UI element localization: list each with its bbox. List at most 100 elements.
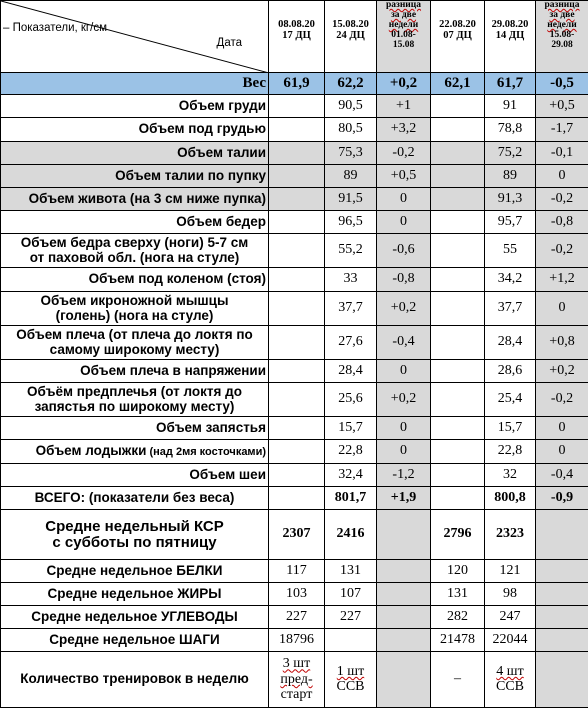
- trainings-c2: 1 шт ССВ: [324, 651, 377, 708]
- carbs-row-c1: 227: [268, 605, 325, 629]
- fats-row: Средне недельное ЖИРЫ 103 107 131 98: [0, 582, 588, 606]
- trainings-c1-l2: пред-: [280, 671, 313, 687]
- label-note: (над 2мя косточками): [146, 446, 266, 459]
- protein-row-c6: [535, 559, 588, 583]
- header-col6-diff: разница за две недели 15.08- 29.08: [535, 0, 588, 73]
- cell-c5: 37,7: [484, 291, 536, 326]
- ksr-c5: 2323: [484, 509, 536, 560]
- label-text: Объем груди: [178, 97, 266, 113]
- trainings-c5-l1: 4 шт: [496, 663, 524, 679]
- cell-c5: 91: [484, 94, 536, 118]
- label-text: Объем талии по пупку: [115, 167, 266, 183]
- protein-row: Средне недельное БЕЛКИ 117 131 120 121: [0, 559, 588, 583]
- cell-c2: 80,5: [324, 117, 377, 142]
- measurement-row: Объем запястья 15,7 0 15,7 0: [0, 416, 588, 440]
- header-row: – Показатели, кг/см Дата 08.08.20 17 ДЦ 1…: [0, 0, 588, 73]
- cell-c1: [268, 291, 325, 326]
- trainings-c4: –: [430, 651, 485, 708]
- date-label: Дата: [216, 37, 242, 49]
- cell-c3: 0: [376, 416, 431, 440]
- diagonal-line: [1, 1, 266, 72]
- cell-c6: +0,8: [535, 325, 588, 360]
- cell-c3: 0: [376, 210, 431, 234]
- cell-c6: 0: [535, 416, 588, 440]
- trainings-c2-l1: 1 шт: [336, 663, 365, 679]
- cell-c3: 0: [376, 187, 431, 211]
- cell-c4: [430, 325, 485, 360]
- measurement-row: Объем плеча (от плеча до локтя по самому …: [0, 325, 588, 360]
- carbs-row-c5: 247: [484, 605, 536, 629]
- cell-c2: 89: [324, 164, 377, 188]
- cell-c6: -0,1: [535, 141, 588, 165]
- total-c2: 801,7: [324, 486, 377, 510]
- cell-c2: 75,3: [324, 141, 377, 165]
- label-line: самому широкому месту): [49, 341, 220, 357]
- weight-c1: 61,9: [268, 72, 325, 95]
- steps-row: Средне недельное ШАГИ 18796 21478 22044: [0, 628, 588, 652]
- trainings-c6: [535, 651, 588, 708]
- total-c4: [430, 486, 485, 510]
- total-label: ВСЕГО: (показатели без веса): [0, 486, 269, 510]
- cell-c4: [430, 416, 485, 440]
- weight-label: Вес: [0, 72, 269, 95]
- cell-c4: [430, 117, 485, 142]
- trainings-c1: 3 шт пред-старт: [268, 651, 325, 708]
- cell-c1: [268, 141, 325, 165]
- carbs-row-c4: 282: [430, 605, 485, 629]
- cell-c1: [268, 267, 325, 292]
- measurement-row: Объем талии 75,3 -0,2 75,2 -0,1: [0, 141, 588, 165]
- cell-c4: [430, 210, 485, 234]
- fats-row-c2: 107: [324, 582, 377, 606]
- measurement-label: Объем под грудью: [0, 117, 269, 142]
- carbs-row: Средне недельное УГЛЕВОДЫ 227 227 282 247: [0, 605, 588, 629]
- cell-c3: +3,2: [376, 117, 431, 142]
- cell-c6: -0,2: [535, 382, 588, 417]
- trainings-c5-l2: ССВ: [495, 678, 524, 694]
- header-corner-cell: – Показатели, кг/см Дата: [0, 0, 269, 73]
- cell-c5: 25,4: [484, 382, 536, 417]
- cell-c5: 15,7: [484, 416, 536, 440]
- cell-c6: 0: [535, 439, 588, 464]
- cell-c4: [430, 291, 485, 326]
- carbs-row-c2: 227: [324, 605, 377, 629]
- cell-c5: 75,2: [484, 141, 536, 165]
- label-text: Объем бедер: [176, 213, 266, 229]
- cell-c1: [268, 117, 325, 142]
- measurement-row: Объем бедер 96,5 0 95,7 -0,8: [0, 210, 588, 234]
- carbs-row-c6: [535, 605, 588, 629]
- cell-c5: 95,7: [484, 210, 536, 234]
- trainings-row: Количество тренировок в неделю 3 шт пред-с…: [0, 651, 588, 708]
- label-line: Объём предплечья (от локтя до: [27, 384, 242, 400]
- cell-c2: 37,7: [324, 291, 377, 326]
- total-row: ВСЕГО: (показатели без веса) 801,7 +1,9 800…: [0, 486, 588, 510]
- header-col3-diff: разница за две недели 01.08- 15.08: [376, 0, 431, 73]
- cell-c3: -0,2: [376, 141, 431, 165]
- cell-c3: +0,5: [376, 164, 431, 188]
- cell-c1: [268, 210, 325, 234]
- cell-c2: 32,4: [324, 463, 377, 487]
- cell-c4: [430, 439, 485, 464]
- cell-c2: 96,5: [324, 210, 377, 234]
- cell-c6: +1,2: [535, 267, 588, 292]
- steps-row-c4: 21478: [430, 628, 485, 652]
- cell-c1: [268, 164, 325, 188]
- cell-c6: 0: [535, 164, 588, 188]
- steps-row-c5: 22044: [484, 628, 536, 652]
- cell-c1: [268, 325, 325, 360]
- weight-row: Вес 61,9 62,2 +0,2 62,1 61,7 -0,5: [0, 72, 588, 95]
- cell-c6: +0,5: [535, 94, 588, 118]
- cell-c1: [268, 359, 325, 383]
- measurement-label: Объем шеи: [0, 463, 269, 487]
- cell-c1: [268, 416, 325, 440]
- cell-c5: 78,8: [484, 117, 536, 142]
- header-col1: 08.08.20 17 ДЦ: [268, 0, 325, 73]
- label-line: от паховой обл. (нога на стуле): [29, 249, 240, 265]
- measurement-label: Объем под коленом (стоя): [0, 267, 269, 292]
- measurement-row: Объем под коленом (стоя) 33 -0,8 34,2 +1,2: [0, 267, 588, 292]
- ksr-line: с субботы по пятницу: [52, 533, 217, 551]
- label-text: Объем шеи: [189, 466, 266, 482]
- cell-c3: +0,2: [376, 291, 431, 326]
- weight-c5: 61,7: [484, 72, 536, 95]
- cell-c4: [430, 233, 485, 268]
